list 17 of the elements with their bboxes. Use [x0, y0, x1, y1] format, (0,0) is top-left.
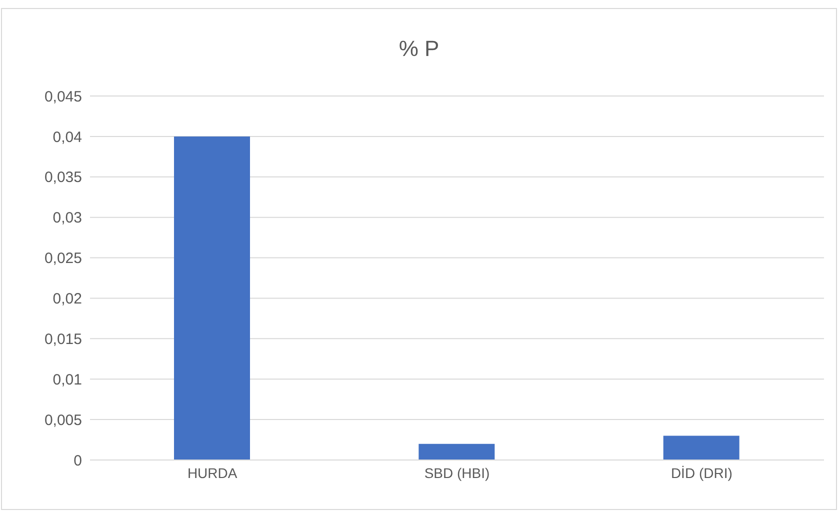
- x-tick-label: HURDA: [187, 464, 238, 481]
- y-tick-label: 0,015: [44, 330, 82, 348]
- y-tick-label: 0,02: [52, 290, 82, 308]
- x-tick-label: SBD (HBI): [424, 464, 490, 481]
- x-tick-label: DİD (DRI): [670, 464, 732, 481]
- y-tick-label: 0,025: [44, 250, 82, 268]
- bar: [174, 136, 250, 460]
- y-tick-label: 0,045: [44, 88, 82, 106]
- chart-title: % P: [398, 35, 440, 63]
- y-tick-label: 0,035: [44, 169, 82, 186]
- bar: [418, 444, 495, 460]
- y-tick-label: 0,01: [52, 371, 82, 388]
- y-tick-label: 0,03: [52, 210, 82, 227]
- bar: [663, 436, 740, 460]
- y-tick-label: 0,005: [44, 412, 82, 429]
- y-tick-label: 0,04: [52, 128, 82, 146]
- y-tick-label: 0: [74, 452, 82, 470]
